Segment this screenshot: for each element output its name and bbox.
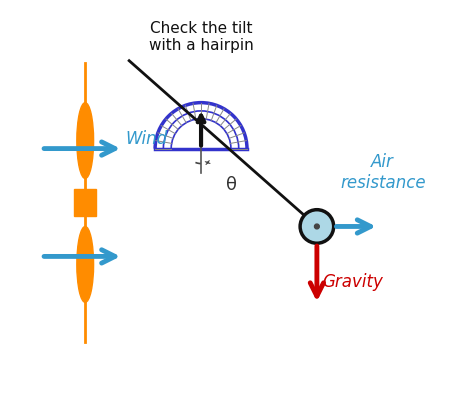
Circle shape [300,210,334,243]
Ellipse shape [77,102,93,179]
Bar [74,188,96,217]
Text: Air
resistance: Air resistance [340,153,426,192]
Text: θ: θ [226,175,237,194]
Text: Wind: Wind [125,130,167,147]
Text: Check the tilt
with a hairpin: Check the tilt with a hairpin [149,21,254,53]
Ellipse shape [77,226,93,303]
Text: Gravity: Gravity [322,273,383,291]
Circle shape [314,224,319,229]
